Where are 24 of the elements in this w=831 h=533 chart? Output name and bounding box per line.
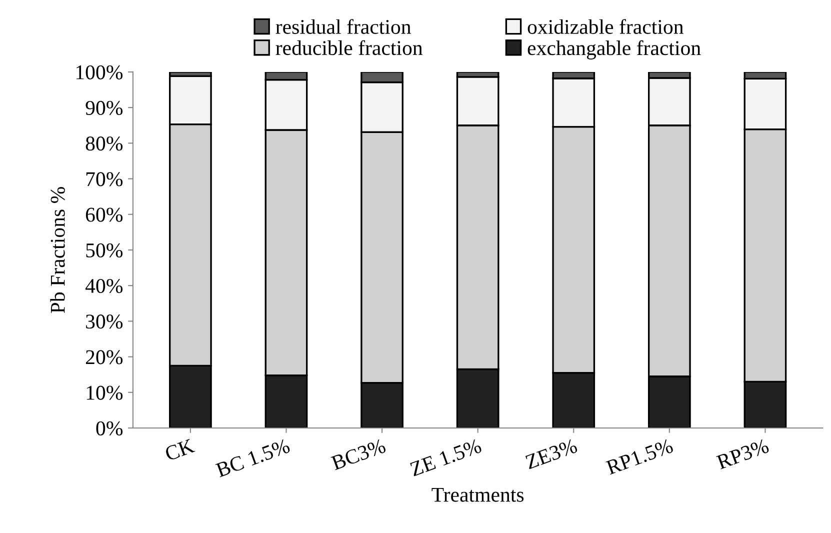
y-tick-label: 40% [85,278,123,294]
y-tick-label: 70% [86,172,123,186]
x-tick-label: RP1.5% [605,438,674,475]
y-tick-label: 20% [86,350,123,364]
y-axis-title: Pb Fractions % [50,187,65,314]
x-tick-label: ZE 1.5% [409,438,482,477]
y-tick-label: 90% [86,100,123,116]
x-tick-label: BC 1.5% [215,438,291,478]
y-tick-label: 80% [86,136,123,151]
y-tick-label: 100% [76,65,123,80]
legend-label: residual fraction [276,19,411,34]
x-tick-label: ZE3% [524,438,578,470]
y-tick-label: 0% [96,421,123,436]
x-tick-label: RP3% [716,438,770,470]
y-tick-label: 50% [86,243,123,258]
y-tick-label: 30% [86,314,123,329]
x-tick-label: CK [164,438,196,462]
x-tick-label: BC3% [330,438,386,470]
legend-label: oxidizable fraction [528,19,684,34]
legend-label: reducible fraction [276,40,423,56]
y-tick-label: 60% [86,208,123,222]
legend-label: exchangable fraction [528,40,701,60]
x-axis-title: Treatments [432,488,524,502]
y-tick-label: 10% [86,386,123,400]
